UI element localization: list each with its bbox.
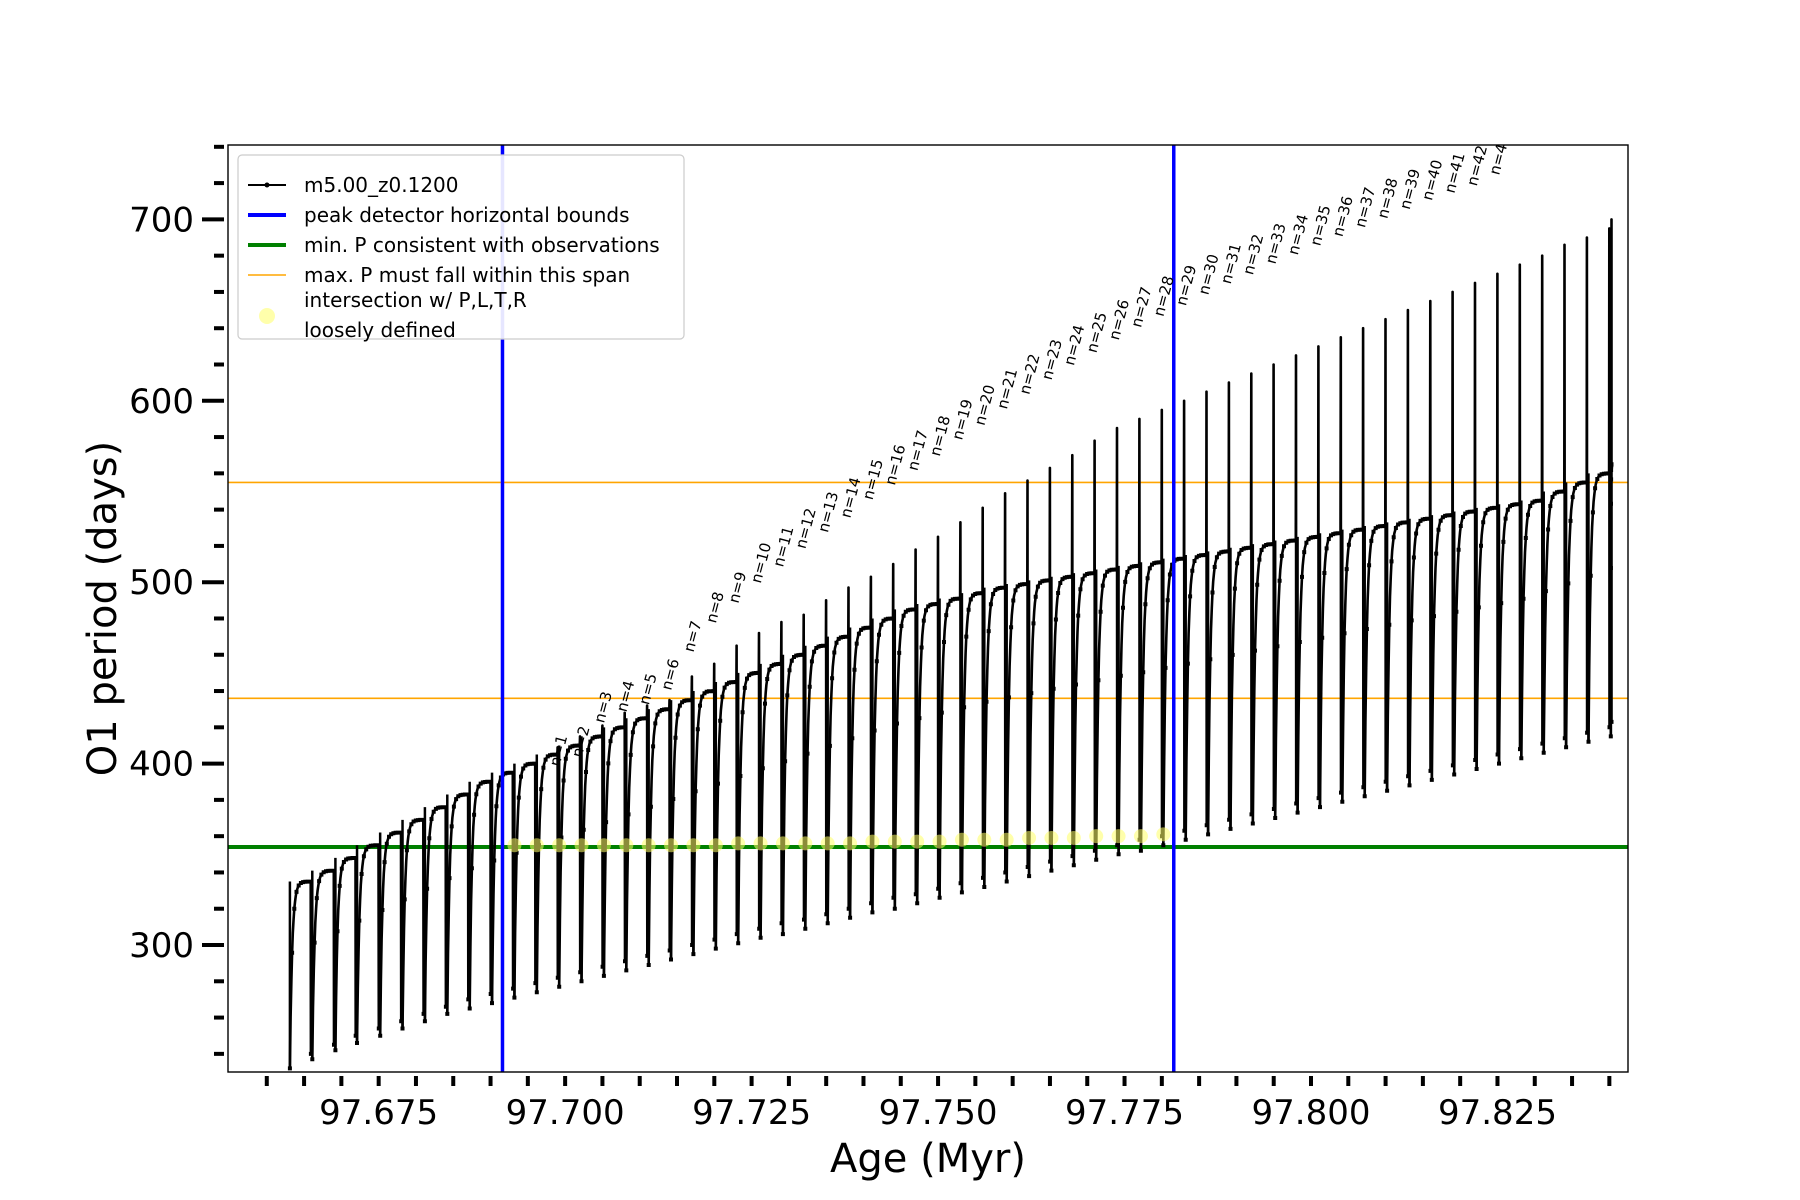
legend-label-line2: loosely defined	[304, 318, 456, 342]
legend-label: m5.00_z0.1200	[304, 173, 459, 197]
y-axis-label: O1 period (days)	[80, 441, 126, 776]
peak-label: n=4	[613, 679, 639, 714]
intersection-point	[574, 838, 589, 853]
intersection-point	[686, 838, 701, 853]
legend-label: max. P must fall within this span	[304, 263, 630, 287]
intersection-point	[731, 836, 746, 851]
intersection-point	[843, 836, 858, 851]
y-tick-label: 600	[129, 382, 194, 422]
intersection-point	[977, 832, 992, 847]
legend-label: min. P consistent with observations	[304, 233, 660, 257]
intersection-point	[999, 832, 1014, 847]
intersection-point	[910, 834, 925, 849]
peak-label: n=8	[702, 590, 728, 625]
peak-label: n=43	[1485, 132, 1513, 176]
intersection-point	[1022, 830, 1037, 845]
x-tick-label: 97.725	[692, 1093, 811, 1133]
intersection-point	[932, 834, 947, 849]
intersection-point	[1156, 827, 1171, 842]
plot-frame	[227, 144, 1629, 1073]
intersection-point	[954, 832, 969, 847]
peak-label: n=41	[1441, 151, 1469, 195]
intersection-point	[708, 838, 723, 853]
y-tick-label: 300	[129, 926, 194, 966]
legend-marker-series	[264, 182, 270, 188]
intersection-point	[798, 836, 813, 851]
intersection-point	[664, 838, 679, 853]
y-tick-label: 400	[129, 745, 194, 785]
intersection-point	[820, 836, 835, 851]
intersection-point	[529, 838, 544, 853]
peak-label: n=40	[1418, 158, 1446, 202]
x-tick-label: 97.800	[1252, 1093, 1371, 1133]
x-tick-label: 97.750	[879, 1093, 998, 1133]
intersection-point	[775, 836, 790, 851]
intersection-point	[619, 838, 634, 853]
peak-label: n=9	[725, 570, 751, 605]
peak-label: n=2	[568, 724, 594, 759]
x-tick-label: 97.825	[1438, 1093, 1557, 1133]
series-markers	[287, 462, 1614, 1071]
peak-label: n=7	[680, 619, 706, 654]
y-axis: 300 400 500 600 700	[129, 144, 224, 1056]
y-tick-label: 700	[129, 200, 194, 240]
x-axis-label: Age (Myr)	[830, 1136, 1026, 1182]
intersection-point	[887, 834, 902, 849]
intersection-point	[753, 836, 768, 851]
legend-label: peak detector horizontal bounds	[304, 203, 630, 227]
x-tick-label: 97.775	[1065, 1093, 1184, 1133]
peak-label: n=5	[635, 671, 661, 706]
legend-box	[237, 154, 685, 340]
series-line	[288, 218, 1613, 1069]
intersection-point	[1089, 829, 1104, 844]
intersection-point	[1044, 830, 1059, 845]
intersection-point	[1066, 830, 1081, 845]
legend-label: intersection w/ P,L,T,R	[304, 288, 527, 312]
intersection-point	[596, 838, 611, 853]
intersection-point	[1133, 829, 1148, 844]
legend-swatch-marker	[259, 308, 275, 324]
y-tick-label: 500	[129, 563, 194, 603]
intersection-point	[865, 834, 880, 849]
intersection-point	[1111, 829, 1126, 844]
peak-label: n=1	[546, 733, 572, 768]
intersection-point	[552, 838, 567, 853]
x-tick-label: 97.700	[506, 1093, 625, 1133]
peak-label: n=6	[657, 657, 683, 692]
x-tick-label: 97.675	[319, 1093, 438, 1133]
x-axis: 97.675 97.700 97.725 97.750 97.775 97.800 97.8…	[264, 1076, 1612, 1133]
intersection-point	[641, 838, 656, 853]
peak-label: n=3	[590, 690, 616, 725]
intersection-point	[507, 838, 522, 853]
